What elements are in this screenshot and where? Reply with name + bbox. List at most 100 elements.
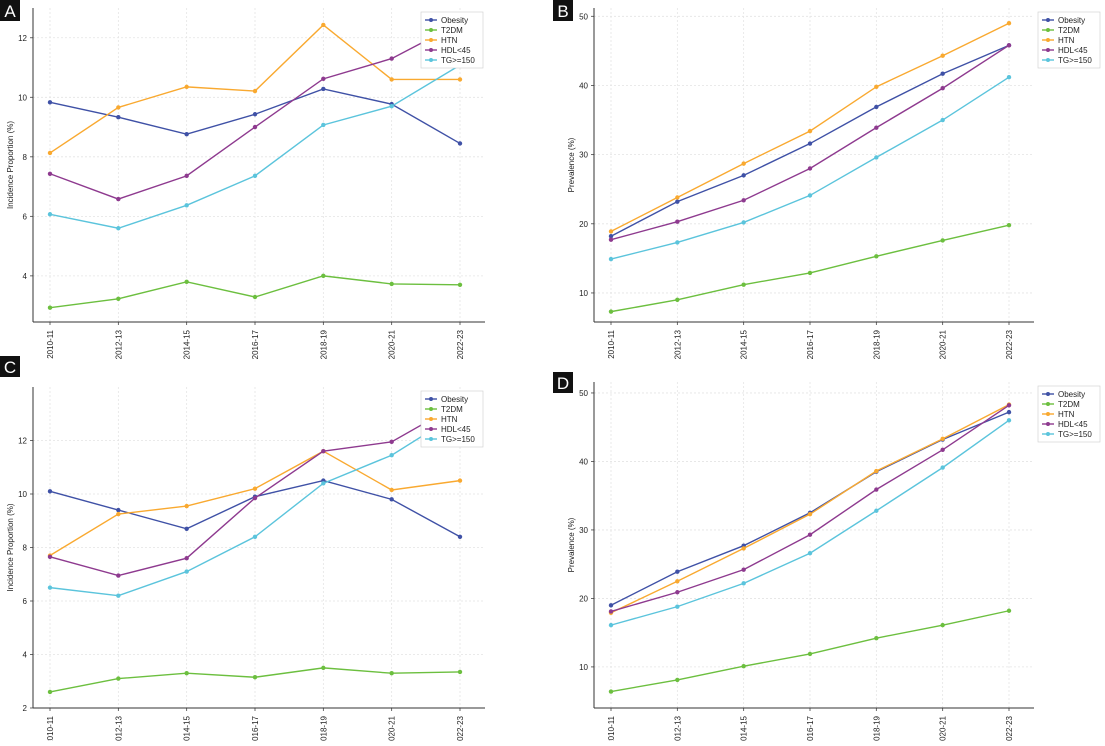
x-tick-label: 2016-17 <box>806 715 815 741</box>
y-tick-label: 2 <box>23 704 28 713</box>
point <box>741 198 746 203</box>
point <box>389 281 394 287</box>
y-axis-title: Incidence Proportion (%) <box>6 121 15 209</box>
x-tick-label: 2022-23 <box>1005 329 1014 359</box>
point <box>252 112 258 117</box>
point <box>184 131 189 137</box>
point <box>874 487 879 492</box>
panel: 10 20 30 40 50 2010-11 2012-13 2014-15 2016-17 20… <box>553 0 1101 359</box>
point <box>741 567 746 572</box>
point <box>608 622 614 628</box>
legend-marker <box>1046 432 1050 436</box>
point <box>389 77 394 82</box>
panel-letter: A <box>4 2 16 21</box>
point <box>1006 43 1012 48</box>
point <box>184 84 189 90</box>
legend-label: HTN <box>441 415 458 424</box>
point <box>321 86 326 92</box>
point <box>807 193 813 198</box>
point <box>47 171 53 176</box>
y-tick-label: 6 <box>23 212 28 221</box>
point <box>741 173 746 178</box>
y-tick-label: 50 <box>579 12 588 21</box>
point <box>675 195 680 200</box>
point <box>116 296 121 301</box>
point <box>675 297 680 303</box>
legend-label: T2DM <box>1058 26 1080 35</box>
y-tick-label: 40 <box>579 81 588 90</box>
point <box>1006 74 1012 80</box>
x-tick-label: 2014-15 <box>183 715 192 741</box>
panel-letter-box <box>553 0 573 21</box>
point <box>184 556 189 561</box>
point <box>675 604 680 609</box>
point <box>1006 409 1012 415</box>
point <box>940 465 945 470</box>
y-tick-label: 50 <box>579 389 588 398</box>
point <box>184 671 189 676</box>
y-axis-title: Incidence Proportion (%) <box>6 503 15 591</box>
point <box>741 161 746 166</box>
point <box>47 689 53 695</box>
point <box>389 439 394 445</box>
panel-letter-box <box>553 372 573 393</box>
panel: 2 4 6 8 10 12 2010-11 2012-13 2014-15 2016-17 2018… <box>0 356 485 745</box>
legend-label: HTN <box>441 36 458 45</box>
x-tick-label: 2016-17 <box>251 329 260 359</box>
legend-marker <box>1046 422 1050 426</box>
x-tick-label: 2014-15 <box>740 715 749 741</box>
point <box>252 675 258 680</box>
point <box>116 573 121 578</box>
point <box>608 234 614 239</box>
legend-marker <box>429 58 433 62</box>
legend-marker <box>1046 18 1050 22</box>
point <box>675 219 680 224</box>
legend-marker <box>429 407 433 411</box>
point <box>1006 608 1012 613</box>
y-tick-label: 10 <box>579 663 588 672</box>
point <box>184 279 189 285</box>
legend-label: HDL<45 <box>1058 420 1088 429</box>
point <box>608 689 614 694</box>
series-line <box>610 411 1010 606</box>
point <box>47 150 53 156</box>
point <box>807 532 813 537</box>
x-tick-label: 2018-19 <box>872 329 881 359</box>
legend-label: Obesity <box>1058 16 1085 25</box>
point <box>741 546 746 551</box>
point <box>252 495 258 501</box>
point <box>457 77 463 82</box>
point <box>321 665 326 671</box>
legend-marker <box>1046 392 1050 396</box>
point <box>389 56 394 61</box>
point <box>940 238 945 243</box>
point <box>389 487 394 493</box>
point <box>807 128 813 134</box>
legend-label: Obesity <box>441 16 468 25</box>
point <box>116 593 121 598</box>
point <box>252 124 258 130</box>
x-tick-label: 2010-11 <box>46 715 55 741</box>
panel-letter-box <box>0 0 20 21</box>
point <box>321 76 326 82</box>
y-tick-label: 30 <box>579 151 588 160</box>
point <box>675 677 680 683</box>
legend-label: T2DM <box>1058 400 1080 409</box>
point <box>874 468 879 474</box>
point <box>47 554 53 560</box>
point <box>47 305 53 310</box>
legend-label: HTN <box>1058 36 1075 45</box>
y-tick-label: 12 <box>18 437 27 446</box>
point <box>252 534 258 539</box>
point <box>874 508 879 513</box>
legend-label: T2DM <box>441 405 463 414</box>
panel-letter: D <box>557 374 569 393</box>
point <box>874 635 879 641</box>
x-tick-label: 2018-19 <box>872 715 881 741</box>
point <box>741 581 746 586</box>
y-tick-label: 10 <box>18 93 27 102</box>
point <box>389 497 394 502</box>
